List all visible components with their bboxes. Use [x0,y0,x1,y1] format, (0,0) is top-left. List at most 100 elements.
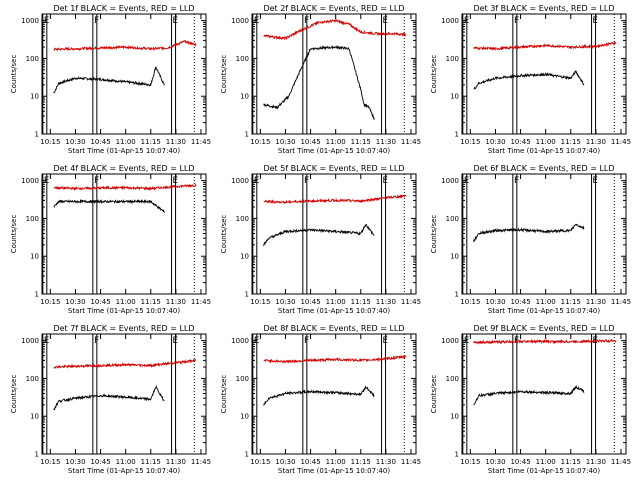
x-tick-label: 11:00 [536,138,556,146]
x-tick-label: 11:15 [351,458,371,466]
panel-8: Det 8f BLACK = Events, RED = LLD 1 10 100 10… [220,324,421,475]
y-tick-label: 100 [26,215,39,223]
x-tick-label: 10:45 [90,458,110,466]
panel-title: Det 9f BLACK = Events, RED = LLD [473,324,614,333]
x-tick-label: 11:00 [536,458,556,466]
y-tick-label: 1 [35,131,39,139]
marker-label: F [94,176,99,186]
plot-frame [41,13,207,135]
x-tick-label: 10:30 [275,458,295,466]
marker-label: E [383,16,388,26]
y-tick-label: 1000 [21,17,39,25]
events-series-line [53,384,165,411]
x-tick-label: 11:30 [586,138,606,146]
x-axis-label: Start Time (01-Apr-15 10:07:40) [488,147,600,155]
marker-label: F [514,16,519,26]
lld-series-line [53,358,197,369]
y-axis-label: Counts/sec [430,55,438,94]
x-tick-label: 11:45 [611,138,631,146]
x-tick-label: 10:30 [275,298,295,306]
y-tick-label: 100 [236,375,249,383]
x-axis-label: Start Time (01-Apr-15 10:07:40) [68,147,180,155]
plot-frame [461,173,627,295]
x-tick-label: 11:45 [401,458,421,466]
x-tick-label: 11:30 [586,458,606,466]
y-axis-label: Counts/sec [220,375,228,414]
events-series-line [53,198,165,213]
y-tick-label: 10 [30,413,39,421]
marker-label: E [44,176,49,186]
y-tick-label: 100 [446,55,459,63]
y-tick-label: 1 [35,451,39,459]
x-tick-label: 10:15 [460,138,480,146]
y-tick-label: 100 [446,375,459,383]
y-tick-label: 1000 [231,337,249,345]
x-tick-label: 11:00 [326,458,346,466]
plot-frame [251,173,417,295]
lld-series-line [473,338,617,345]
y-tick-label: 10 [240,413,249,421]
panel-4: Det 4f BLACK = Events, RED = LLD 1 10 100 10… [10,164,211,315]
x-tick-label: 11:00 [326,298,346,306]
x-axis-label: Start Time (01-Apr-15 10:07:40) [488,307,600,315]
events-series-line [263,385,375,406]
events-series-line [473,70,585,90]
plot-frame [41,173,207,295]
marker-label: E [173,16,178,26]
marker-label: F [94,16,99,26]
x-axis-label: Start Time (01-Apr-15 10:07:40) [488,467,600,475]
y-tick-label: 10 [30,253,39,261]
panel-5: Det 5f BLACK = Events, RED = LLD 1 10 100 10… [220,164,421,315]
marker-label: E [383,336,388,346]
y-tick-label: 100 [236,55,249,63]
y-tick-label: 1000 [441,177,459,185]
marker-label: E [464,16,469,26]
x-tick-label: 11:30 [376,138,396,146]
panel-6: Det 6f BLACK = Events, RED = LLD 1 10 100 10… [430,164,631,315]
y-tick-label: 1 [245,451,249,459]
y-tick-label: 1000 [231,17,249,25]
y-tick-label: 1 [245,291,249,299]
lld-series-line [263,194,407,205]
x-tick-label: 10:45 [300,138,320,146]
x-tick-label: 11:00 [536,298,556,306]
x-tick-label: 10:45 [90,138,110,146]
panel-title: Det 8f BLACK = Events, RED = LLD [263,324,404,333]
y-tick-label: 1000 [441,17,459,25]
y-axis-label: Counts/sec [10,375,18,414]
panel-7: Det 7f BLACK = Events, RED = LLD 1 10 100 10… [10,324,211,475]
x-tick-label: 11:00 [116,138,136,146]
y-tick-label: 1 [455,451,459,459]
x-tick-label: 11:45 [401,298,421,306]
x-tick-label: 10:30 [485,138,505,146]
x-tick-label: 11:15 [351,138,371,146]
y-axis-label: Counts/sec [10,215,18,254]
x-tick-label: 11:45 [191,298,211,306]
x-tick-label: 10:45 [300,458,320,466]
lld-series-line [473,41,617,52]
x-tick-label: 10:45 [510,458,530,466]
panel-title: Det 3f BLACK = Events, RED = LLD [473,4,614,13]
y-tick-label: 100 [446,215,459,223]
x-tick-label: 10:15 [40,138,60,146]
panel-9: Det 9f BLACK = Events, RED = LLD 1 10 100 10… [430,324,631,475]
x-tick-label: 11:30 [166,458,186,466]
x-tick-label: 10:45 [300,298,320,306]
marker-label: E [383,176,388,186]
lld-series-line [263,18,407,41]
y-axis-label: Counts/sec [10,55,18,94]
marker-label: E [464,336,469,346]
x-tick-label: 11:15 [351,298,371,306]
x-tick-label: 11:00 [116,458,136,466]
x-axis-label: Start Time (01-Apr-15 10:07:40) [68,467,180,475]
x-tick-label: 11:15 [141,298,161,306]
x-tick-label: 10:15 [40,298,60,306]
x-tick-label: 10:30 [275,138,295,146]
y-tick-label: 1000 [441,337,459,345]
plot-frame [461,333,627,455]
x-tick-label: 11:15 [561,298,581,306]
y-tick-label: 1 [245,131,249,139]
marker-label: E [593,16,598,26]
x-tick-label: 11:30 [376,298,396,306]
x-tick-label: 11:45 [191,138,211,146]
